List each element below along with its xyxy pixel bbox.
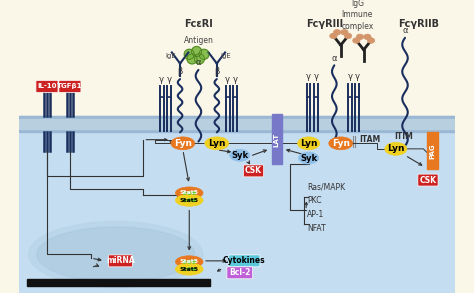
Text: α: α [332, 54, 337, 63]
Ellipse shape [28, 222, 203, 287]
Text: Lyn: Lyn [387, 144, 405, 153]
Ellipse shape [205, 137, 229, 150]
Text: Fyn: Fyn [174, 139, 192, 148]
Text: γ: γ [306, 72, 311, 81]
Ellipse shape [298, 137, 319, 150]
Ellipse shape [175, 194, 203, 206]
Circle shape [191, 47, 201, 57]
Text: Bcl-2: Bcl-2 [229, 268, 250, 277]
Ellipse shape [171, 137, 195, 150]
FancyBboxPatch shape [59, 81, 81, 92]
FancyBboxPatch shape [229, 255, 260, 267]
Ellipse shape [364, 34, 371, 40]
Text: γ: γ [355, 72, 360, 81]
Bar [27, 279, 210, 286]
Circle shape [183, 199, 186, 202]
Ellipse shape [175, 187, 203, 199]
Text: γ: γ [233, 75, 237, 84]
Circle shape [188, 192, 191, 194]
Circle shape [187, 54, 197, 64]
Circle shape [188, 260, 191, 263]
Text: Cytokines: Cytokines [223, 256, 265, 265]
Circle shape [199, 49, 209, 59]
Ellipse shape [353, 38, 360, 43]
Circle shape [192, 192, 195, 194]
Text: β: β [214, 67, 219, 76]
Text: IL-10: IL-10 [37, 84, 57, 89]
Text: Ras/MAPK
PKC
AP-1
NFAT: Ras/MAPK PKC AP-1 NFAT [307, 182, 345, 233]
Circle shape [194, 54, 204, 64]
Circle shape [192, 260, 195, 263]
Ellipse shape [329, 137, 353, 150]
Text: γ: γ [166, 75, 172, 84]
Text: IgE: IgE [220, 53, 231, 59]
Ellipse shape [333, 30, 341, 35]
Circle shape [184, 49, 194, 59]
Text: Antigen: Antigen [183, 36, 213, 45]
Text: CSK: CSK [419, 176, 437, 185]
Ellipse shape [37, 227, 195, 282]
Ellipse shape [330, 33, 337, 39]
Bar [19, 120, 455, 129]
Text: Syk: Syk [231, 151, 248, 160]
Bar [272, 114, 282, 164]
FancyBboxPatch shape [244, 165, 264, 177]
Text: FcγRIIB: FcγRIIB [398, 19, 439, 29]
Text: CSK: CSK [245, 166, 262, 176]
Circle shape [192, 199, 195, 202]
Text: FcγRIII: FcγRIII [306, 19, 343, 29]
Text: miRNA: miRNA [106, 256, 135, 265]
Circle shape [188, 199, 191, 202]
Ellipse shape [345, 33, 352, 39]
Circle shape [192, 268, 195, 270]
Text: IgE: IgE [165, 53, 176, 59]
Ellipse shape [385, 142, 407, 155]
Ellipse shape [299, 152, 319, 164]
Ellipse shape [175, 263, 203, 275]
Ellipse shape [175, 256, 203, 268]
Text: α: α [402, 26, 408, 35]
Text: Lyn: Lyn [300, 139, 318, 148]
Circle shape [183, 192, 186, 194]
Text: Stat5: Stat5 [180, 198, 199, 203]
FancyBboxPatch shape [109, 255, 132, 267]
Text: γ: γ [225, 75, 230, 84]
Text: FcεRI: FcεRI [184, 19, 213, 29]
Text: α: α [196, 58, 201, 67]
Text: PAG: PAG [429, 143, 436, 159]
Text: Stat5: Stat5 [180, 259, 199, 264]
Text: LAT: LAT [273, 132, 280, 147]
Text: TGFβ1: TGFβ1 [57, 84, 82, 89]
Text: IgG
Immune
complex: IgG Immune complex [341, 0, 374, 31]
Ellipse shape [356, 34, 364, 40]
Text: ITAM: ITAM [359, 135, 380, 144]
Text: Lyn: Lyn [208, 139, 226, 148]
Bar [427, 132, 438, 169]
Ellipse shape [367, 38, 375, 43]
Text: Fyn: Fyn [332, 139, 350, 148]
Bar [19, 116, 455, 293]
Text: Stat5: Stat5 [180, 190, 199, 195]
Ellipse shape [341, 30, 348, 35]
Text: β: β [177, 67, 183, 76]
Circle shape [183, 268, 186, 270]
Text: γ: γ [347, 72, 353, 81]
FancyBboxPatch shape [227, 267, 253, 279]
Circle shape [183, 260, 186, 263]
Text: γ: γ [313, 72, 319, 81]
FancyBboxPatch shape [36, 81, 58, 92]
Text: ITIM: ITIM [394, 132, 413, 141]
Ellipse shape [230, 149, 250, 161]
Bar [19, 116, 455, 132]
Circle shape [188, 268, 191, 270]
Text: Syk: Syk [300, 154, 317, 163]
Text: γ: γ [159, 75, 164, 84]
FancyBboxPatch shape [418, 174, 438, 186]
Text: Stat5: Stat5 [180, 267, 199, 272]
